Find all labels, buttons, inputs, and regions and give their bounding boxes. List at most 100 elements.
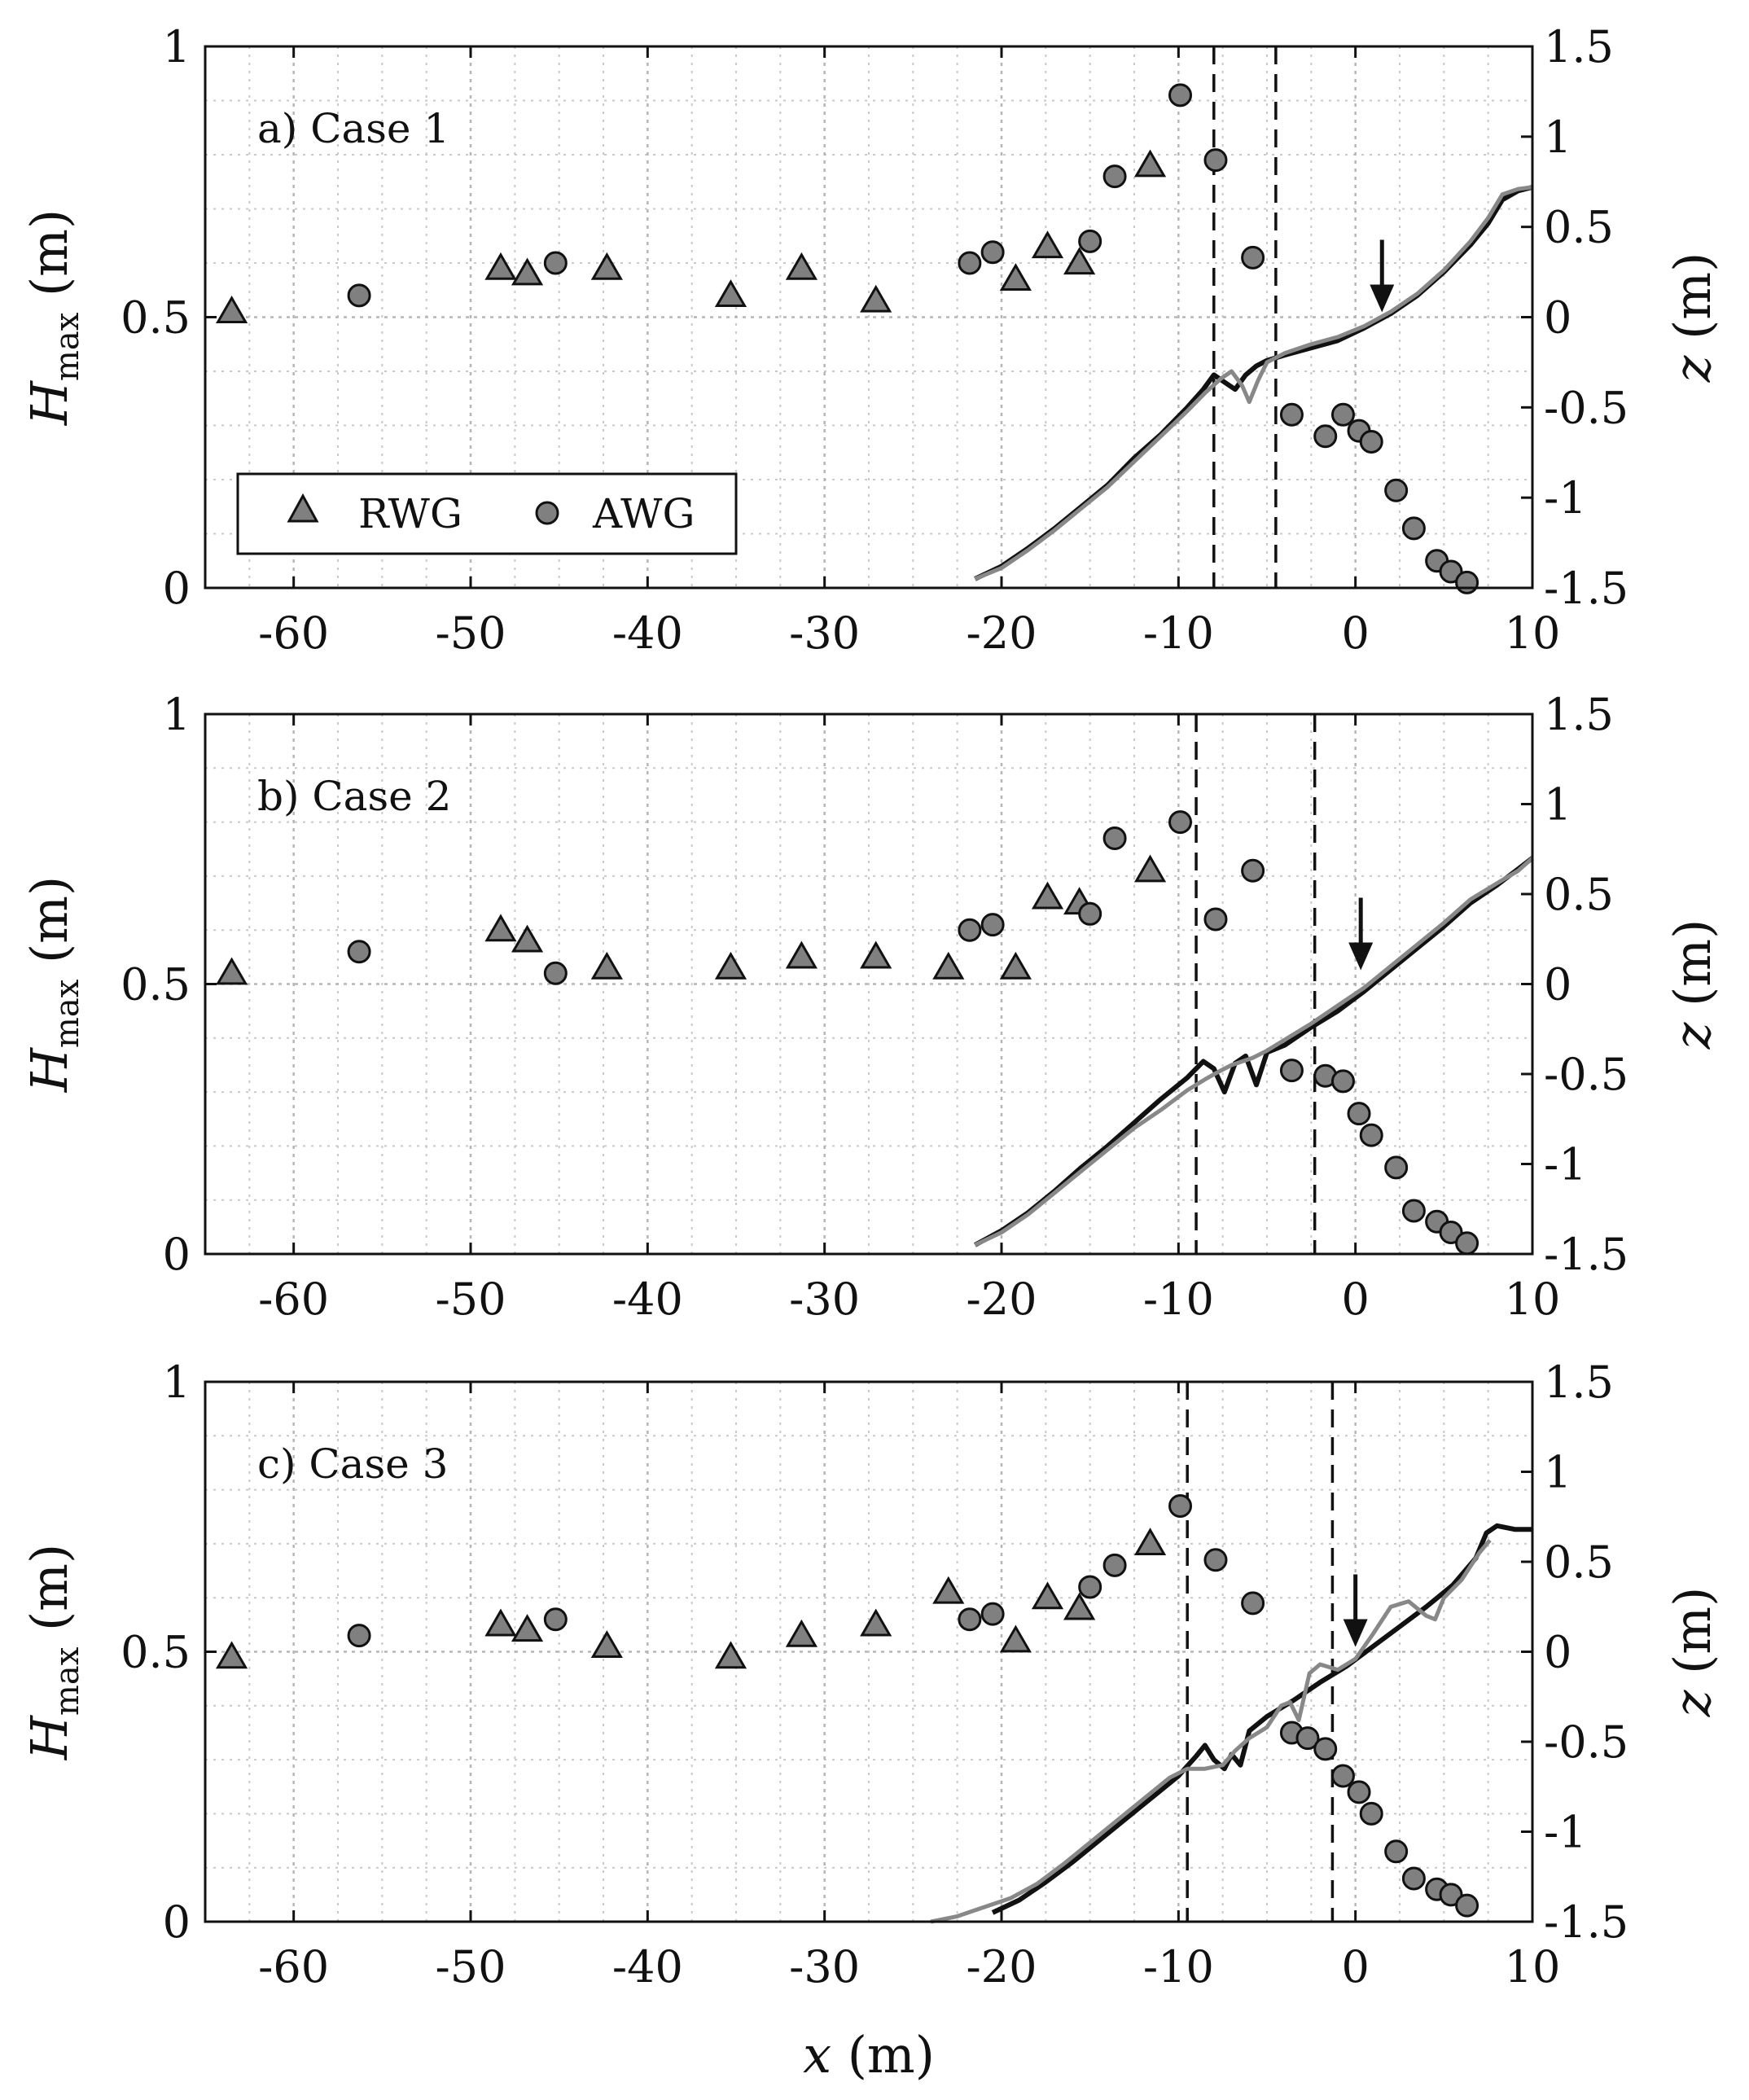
x-tick-label: -30	[789, 1941, 860, 1993]
rwg-point	[860, 1608, 892, 1637]
y-right-tick-label: 0	[1544, 1627, 1571, 1678]
x-tick-label: 0	[1341, 1274, 1369, 1325]
rwg-point	[714, 951, 747, 980]
awg-point	[347, 283, 371, 308]
profile-black-line	[991, 1523, 1532, 1915]
rwg-point	[999, 1624, 1032, 1653]
legend-rwg-marker	[287, 493, 319, 523]
x-tick-label: -40	[612, 607, 683, 659]
y-right-tick-label: -0.5	[1544, 1049, 1628, 1100]
awg-point	[1078, 1575, 1102, 1599]
y-left-tick-label: 0.5	[121, 959, 191, 1011]
y-right-tick-label: -1	[1544, 1807, 1587, 1858]
x-tick-label: 0	[1341, 607, 1369, 659]
rwg-point	[511, 1614, 544, 1642]
panel-b: -60 -50 -40 -30 -20 -10 0 10 0 0.5 1 -1.5 -1 -0.5 0 0.5…	[20, 689, 1722, 1325]
rwg-point	[1133, 854, 1167, 883]
panel-a: -60 -50 -40 -30 -20 -10 0 10 0 0.5 1 -1.5 -1 -0.5 0 0.5…	[20, 21, 1722, 659]
y-right-tick-label: 1	[1544, 1447, 1571, 1498]
rwg-point	[484, 1608, 517, 1637]
awg-point	[1330, 1069, 1355, 1094]
rwg-point	[860, 284, 892, 313]
y-left-tick-label: 0.5	[121, 292, 191, 344]
awg-point	[1241, 1591, 1265, 1616]
awg-point	[980, 1602, 1005, 1626]
awg-point	[1203, 148, 1228, 173]
y-right-tick-label: 1.5	[1544, 1357, 1614, 1408]
x-tick-label: -10	[1143, 1274, 1214, 1325]
rwg-point	[511, 924, 544, 953]
profile-black-line	[973, 856, 1534, 1247]
rwg-point	[215, 957, 248, 985]
x-tick-label: -20	[967, 607, 1037, 659]
y-left-label: Hmax (m)	[20, 876, 86, 1093]
awg-point	[543, 961, 568, 985]
x-tick-label: -50	[436, 607, 506, 659]
y-right-tick-label: 0	[1544, 959, 1571, 1011]
y-right-tick-label: 1.5	[1544, 21, 1614, 72]
awg-point	[1102, 1553, 1127, 1577]
rwg-point	[1063, 1592, 1096, 1620]
rwg-point	[785, 252, 818, 280]
x-tick-label: -60	[258, 607, 329, 659]
awg-point	[1203, 907, 1228, 932]
arrow-head	[1343, 1619, 1368, 1647]
awg-point	[1313, 424, 1338, 449]
x-tick-label: 10	[1505, 1941, 1561, 1993]
y-right-tick-label: 0.5	[1544, 1537, 1614, 1588]
legend-awg-marker	[535, 501, 559, 525]
rwg-point	[785, 940, 818, 969]
x-axis-label: x (m)	[803, 2025, 935, 2085]
rwg-point	[932, 951, 965, 980]
legend-rwg-label: RWG	[358, 490, 462, 537]
awg-point	[1279, 402, 1304, 427]
awg-point	[980, 240, 1005, 265]
awg-point	[1313, 1737, 1338, 1761]
y-right-tick-label: 0.5	[1544, 202, 1614, 253]
awg-point	[1347, 1780, 1371, 1804]
y-right-label: z (m)	[1663, 252, 1722, 384]
panel-title: c) Case 3	[257, 1440, 448, 1488]
awg-point	[958, 251, 982, 275]
y-right-tick-label: -1	[1544, 1139, 1587, 1190]
awg-point	[1347, 1102, 1371, 1126]
rwg-point	[590, 1630, 623, 1658]
panel-c: -60 -50 -40 -30 -20 -10 0 10 0 0.5 1 -1.5 -1 -0.5 0 0.5…	[20, 1357, 1722, 1993]
arrow-head	[1370, 284, 1395, 313]
awg-point	[1168, 83, 1193, 107]
rwg-point	[511, 257, 544, 286]
y-left-tick-label: 1	[163, 1357, 191, 1408]
awg-point	[543, 251, 568, 275]
y-left-label: Hmax (m)	[20, 209, 86, 426]
awg-point	[1359, 429, 1383, 454]
rwg-point	[932, 1576, 965, 1604]
x-tick-label: -50	[436, 1941, 506, 1993]
legend-box	[236, 472, 738, 555]
legend-awg-label: AWG	[592, 490, 695, 537]
y-right-tick-label: 1.5	[1544, 689, 1614, 740]
x-tick-label: -10	[1143, 607, 1214, 659]
awg-point	[1241, 245, 1265, 270]
rwg-point	[999, 263, 1032, 292]
awg-point	[1078, 901, 1102, 926]
y-left-tick-label: 1	[163, 689, 191, 740]
legend: RWG AWG	[236, 472, 738, 555]
y-left-tick-label: 0	[163, 1229, 191, 1280]
y-right-tick-label: -1.5	[1544, 1229, 1628, 1280]
profile-gray-line	[974, 856, 1534, 1247]
rwg-point	[590, 951, 623, 980]
y-right-tick-label: 1	[1544, 779, 1571, 831]
rwg-point	[785, 1619, 818, 1647]
rwg-point	[484, 914, 517, 942]
x-tick-label: -30	[789, 607, 860, 659]
y-right-tick-label: -1.5	[1544, 1896, 1628, 1948]
awg-point	[1295, 1726, 1320, 1751]
x-tick-label: -40	[612, 1274, 683, 1325]
awg-point	[980, 913, 1005, 937]
profile-gray-line	[930, 1538, 1492, 1924]
y-left-tick-label: 0	[163, 1896, 191, 1948]
awg-point	[1102, 826, 1127, 850]
awg-point	[1384, 1839, 1409, 1864]
rwg-point	[714, 1641, 747, 1669]
